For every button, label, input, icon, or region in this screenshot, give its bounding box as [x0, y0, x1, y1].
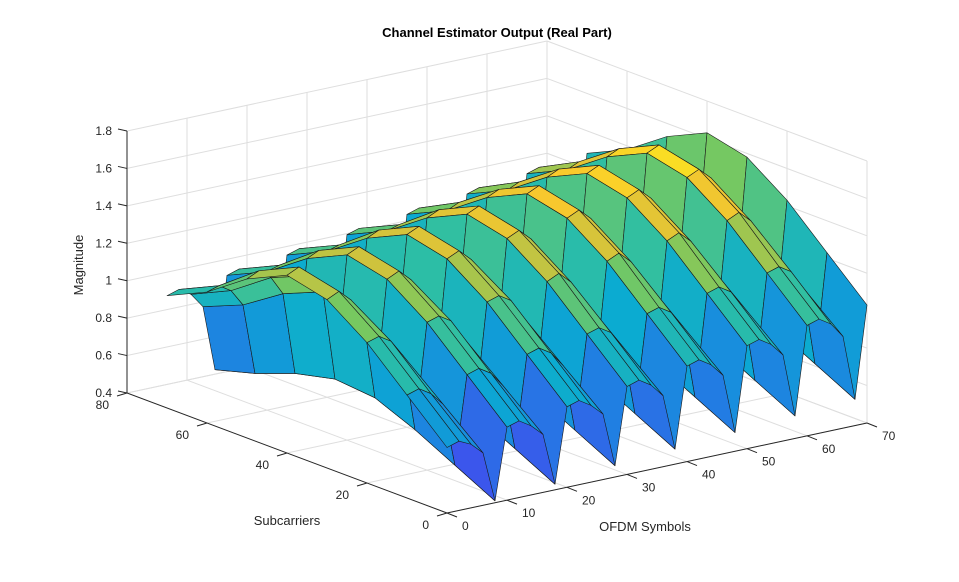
- x-tick-label: 50: [762, 455, 776, 469]
- z-tick-label: 1.4: [95, 199, 112, 213]
- y-tick-label: 60: [176, 428, 190, 442]
- x-tick: [806, 435, 818, 441]
- grid-line: [126, 77, 548, 169]
- y-tick: [436, 512, 448, 517]
- x-tick: [626, 473, 638, 479]
- z-tick: [117, 128, 128, 132]
- x-tick-label: 0: [462, 519, 469, 533]
- y-tick: [356, 482, 368, 487]
- z-tick: [117, 203, 128, 207]
- x-tick-label: 10: [522, 506, 536, 520]
- z-tick-label: 0.6: [95, 349, 112, 363]
- y-tick-label: 0: [422, 518, 429, 532]
- x-tick-label: 30: [642, 480, 656, 494]
- z-tick: [117, 353, 128, 357]
- x-tick: [746, 448, 758, 454]
- z-tick-label: 1.2: [95, 236, 112, 250]
- x-axis-label: OFDM Symbols: [599, 519, 691, 534]
- z-tick-label: 0.4: [95, 386, 112, 400]
- surface-patch: [406, 388, 460, 448]
- x-tick-label: 70: [882, 429, 896, 443]
- y-tick-label: 20: [336, 488, 350, 502]
- x-tick: [566, 486, 578, 492]
- x-tick: [866, 422, 878, 428]
- axes: 0.4 0.6 0.8 1 1.2 1.4 1.6 1.8 0 20 40 60 80 0 10 20 30 40…: [95, 124, 895, 533]
- z-axis-label: Magnitude: [71, 235, 86, 296]
- x-tick-label: 20: [582, 493, 596, 507]
- z-tick: [117, 390, 128, 394]
- chart-title: Channel Estimator Output (Real Part): [382, 25, 612, 40]
- z-tick: [117, 165, 128, 169]
- z-tick: [117, 278, 128, 282]
- x-tick-label: 60: [822, 442, 836, 456]
- z-tick: [117, 315, 128, 319]
- z-tick-label: 1.8: [95, 124, 112, 138]
- z-tick-label: 0.8: [95, 311, 112, 325]
- z-tick-label: 1: [105, 274, 112, 288]
- y-tick: [116, 392, 128, 397]
- grid-line: [126, 152, 548, 244]
- x-tick-label: 40: [702, 468, 716, 482]
- grid-line: [126, 115, 548, 207]
- x-tick: [686, 461, 698, 467]
- grid-line: [126, 40, 548, 132]
- x-tick: [506, 499, 518, 505]
- y-axis-label: Subcarriers: [254, 513, 321, 528]
- y-tick: [196, 422, 208, 427]
- grid-line: [546, 40, 868, 162]
- y-tick-label: 80: [96, 398, 110, 412]
- x-axis-line: [446, 422, 868, 514]
- y-tick-label: 40: [256, 458, 270, 472]
- z-tick: [117, 240, 128, 244]
- x-tick: [446, 512, 458, 518]
- y-tick: [276, 452, 288, 457]
- z-tick-label: 1.6: [95, 161, 112, 175]
- surface: [166, 132, 868, 502]
